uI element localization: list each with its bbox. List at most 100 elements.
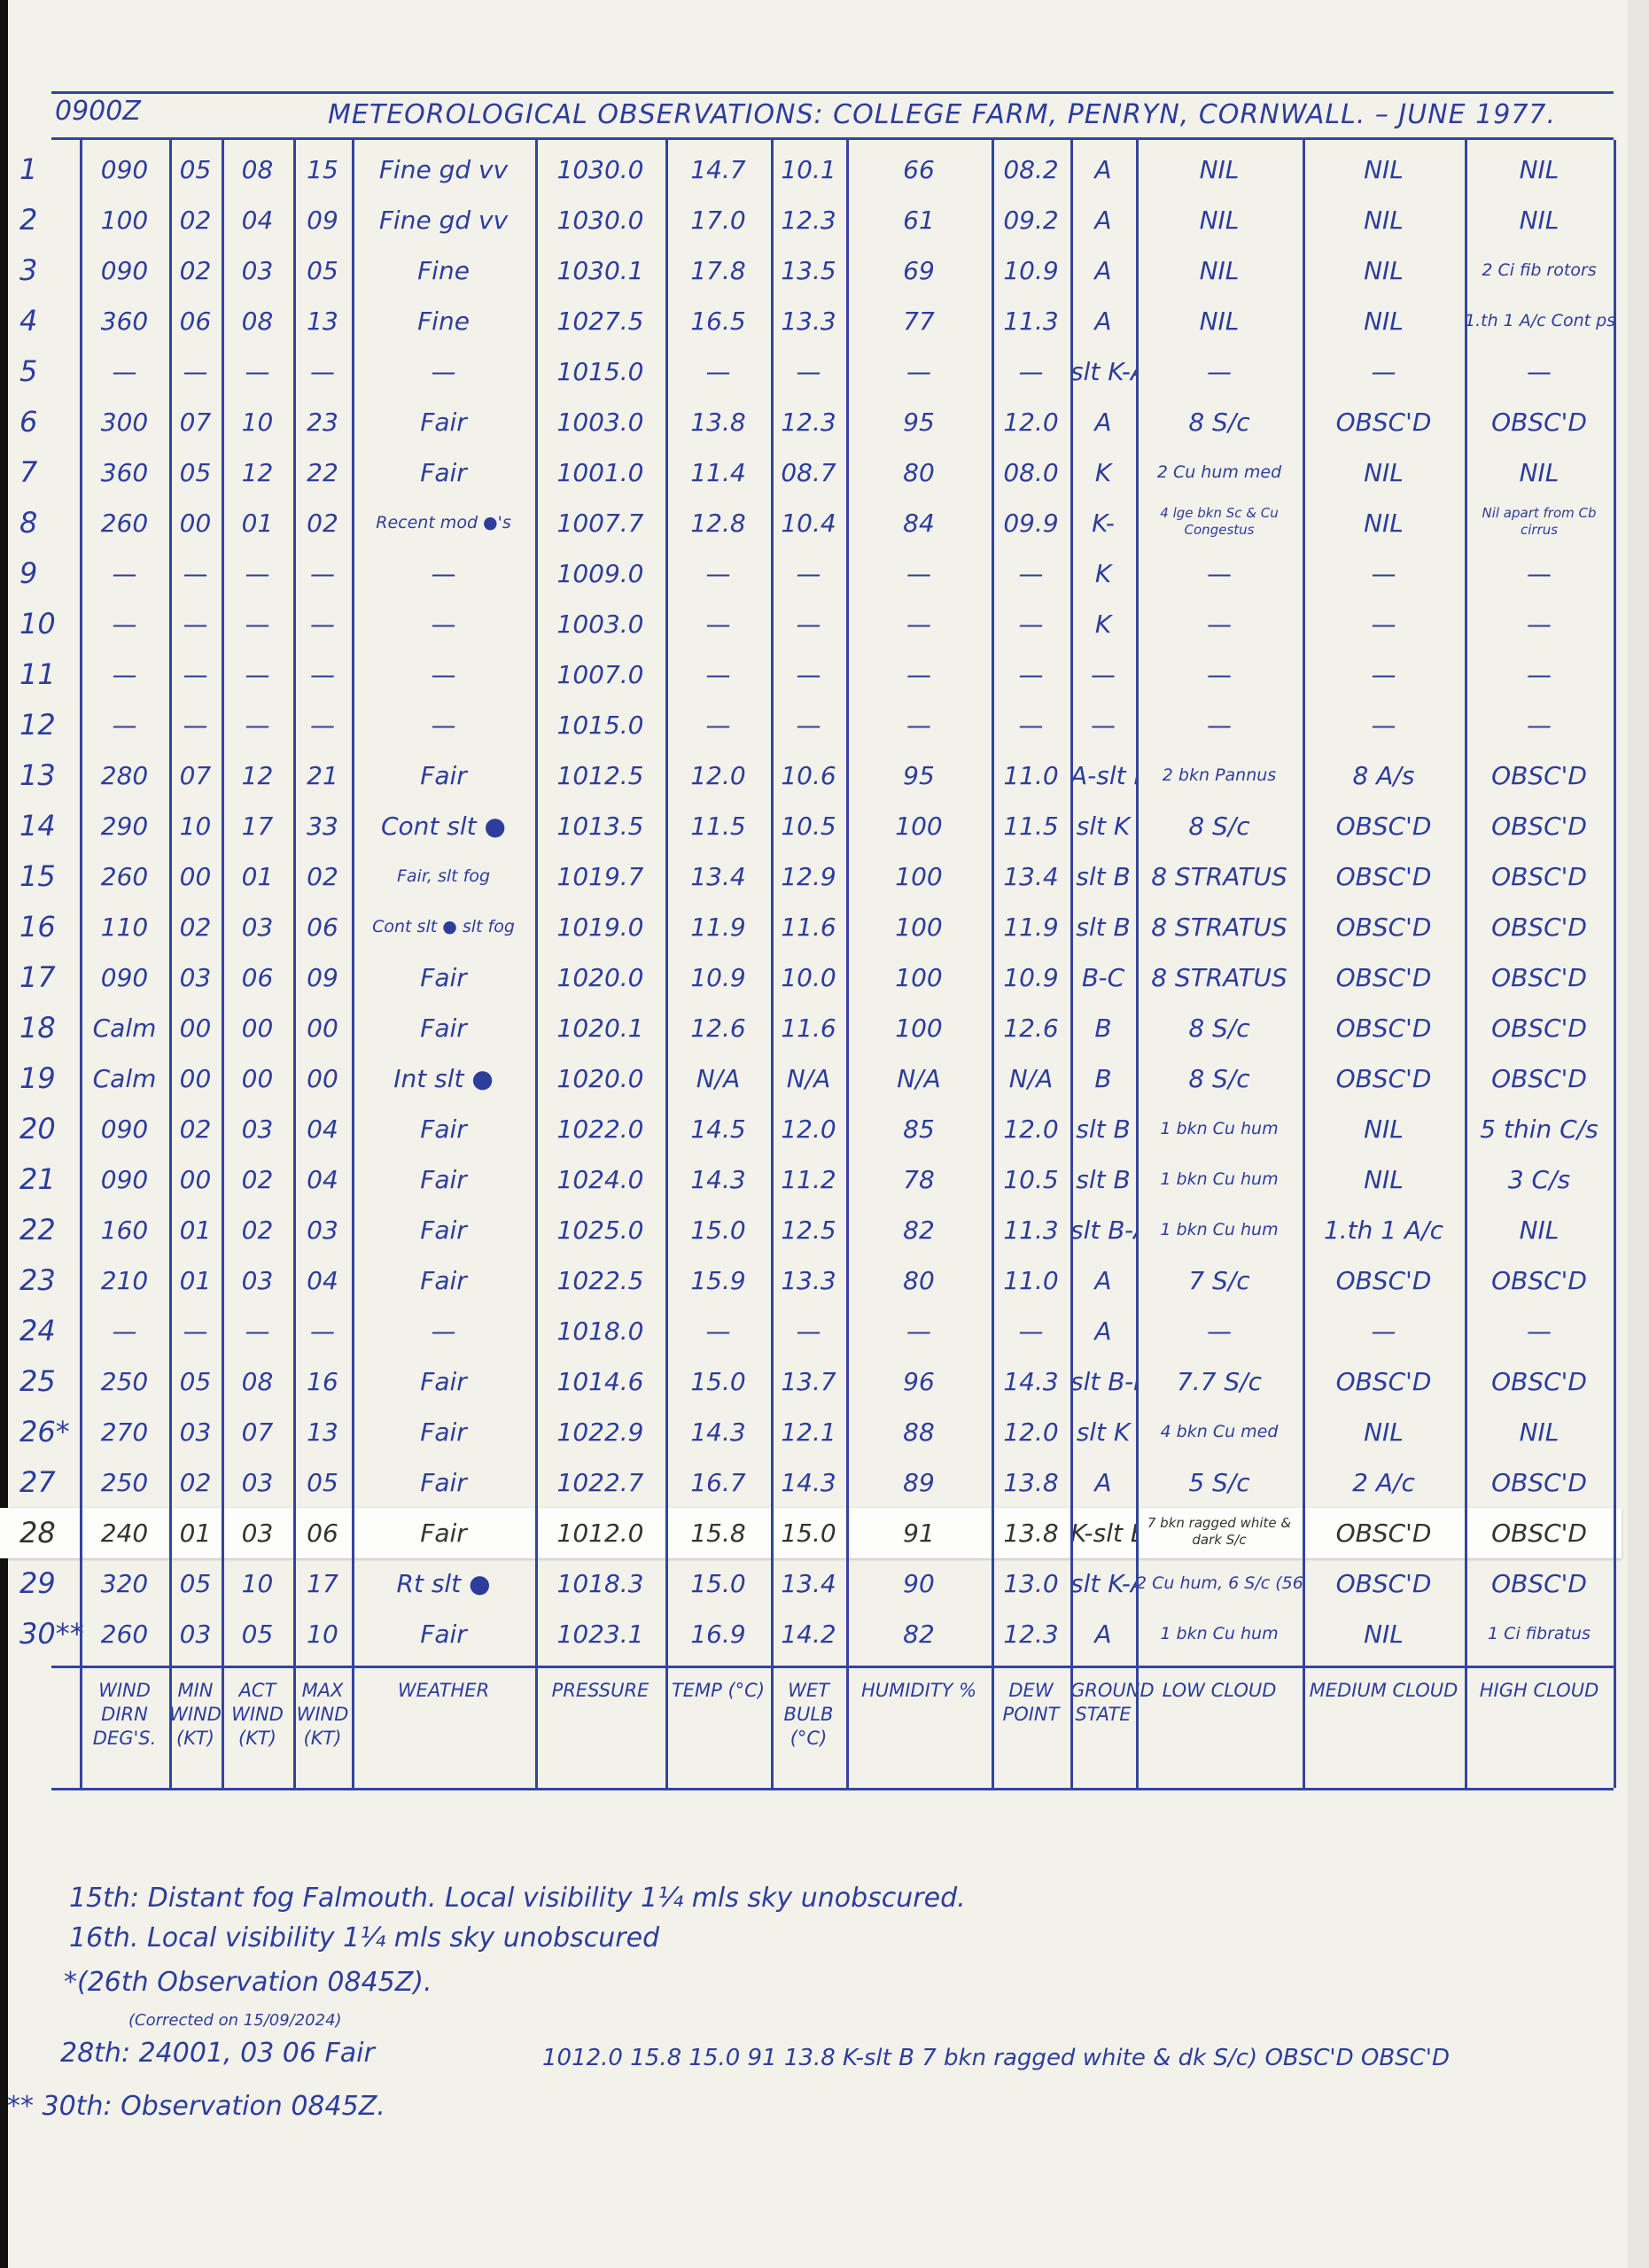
max-wind-cell: 06 (307, 1518, 338, 1548)
high-cloud-cell: OBSC'D (1491, 862, 1587, 891)
header-weather: WEATHER (397, 1680, 490, 1701)
ground-state-cell: K-slt B (1070, 1518, 1136, 1548)
temp-cell: 11.9 (690, 913, 746, 942)
dew-point-cell: 13.0 (1003, 1569, 1059, 1598)
low-cloud-cell: 8 S/c (1188, 408, 1250, 437)
header-max-wind: MAX WIND (KT) (296, 1680, 349, 1749)
act-wind-cell: 12 (241, 761, 274, 790)
wet-bulb-cell: 14.2 (781, 1619, 836, 1649)
ground-state-cell: K (1094, 458, 1112, 487)
dew-point-cell: 12.0 (1003, 408, 1059, 437)
min-wind-cell: — (183, 1317, 208, 1346)
wind-direction-cell: 320 (100, 1569, 149, 1598)
wind-direction-cell: 360 (100, 307, 149, 336)
top-rule (51, 91, 1614, 94)
act-wind-cell: 01 (241, 509, 274, 538)
ground-state-cell: B (1094, 1064, 1112, 1093)
wind-direction-cell: — (112, 610, 137, 639)
humidity-cell: — (906, 559, 931, 588)
weather-cell: Fine gd vv (378, 155, 509, 184)
wet-bulb-cell: 11.6 (781, 913, 836, 942)
high-cloud-cell: OBSC'D (1491, 913, 1587, 942)
paper-edge (1628, 0, 1649, 2268)
dew-point-cell: 08.2 (1003, 155, 1059, 184)
act-wind-cell: 06 (241, 963, 274, 992)
ground-state-cell: A (1094, 1266, 1112, 1295)
day-cell: 26* (19, 1415, 70, 1449)
day-cell: 30** (19, 1617, 84, 1651)
table-row: 2 100 02 04 09 Fine gd vv 1030.0 17.0 12.3 61 09.2… (0, 195, 1622, 245)
table-row: 28 240 01 03 06 Fair 1012.0 15.8 15.0 91 13.8 K-slt… (0, 1508, 1622, 1558)
min-wind-cell: 10 (179, 812, 212, 841)
humidity-cell: — (906, 1317, 931, 1346)
ground-state-cell: B (1094, 1014, 1112, 1043)
table-row: 5 — — — — — 1015.0 — — — — slt K-A — — — (0, 346, 1622, 397)
min-wind-cell: 03 (179, 1619, 212, 1649)
humidity-cell: — (906, 711, 931, 740)
min-wind-cell: 05 (179, 1367, 212, 1396)
high-cloud-cell: Nil apart from Cb cirrus (1482, 505, 1597, 538)
act-wind-cell: — (245, 660, 270, 689)
medium-cloud-cell: OBSC'D (1335, 1266, 1432, 1295)
wind-direction-cell: Calm (92, 1064, 157, 1093)
humidity-cell: 78 (903, 1165, 935, 1194)
min-wind-cell: 01 (179, 1216, 212, 1245)
high-cloud-cell: 1 Ci fibratus (1488, 1624, 1591, 1643)
high-cloud-cell: NIL (1519, 155, 1560, 184)
day-cell: 21 (19, 1162, 56, 1196)
wet-bulb-cell: 12.3 (781, 408, 836, 437)
day-cell: 23 (19, 1263, 56, 1297)
wet-bulb-cell: 13.4 (781, 1569, 836, 1598)
dew-point-cell: — (1018, 357, 1044, 386)
medium-cloud-cell: — (1371, 559, 1396, 588)
high-cloud-cell: NIL (1519, 1216, 1560, 1245)
low-cloud-cell: 7 bkn ragged white & dark S/c (1147, 1515, 1292, 1548)
humidity-cell: 100 (895, 913, 943, 942)
weather-cell: Fair (420, 1266, 467, 1295)
dew-point-cell: — (1018, 1317, 1044, 1346)
table-row: 27 250 02 03 05 Fair 1022.7 16.7 14.3 89 13.8 A 5 S/… (0, 1457, 1622, 1508)
act-wind-cell: 10 (241, 1569, 274, 1598)
temp-cell: 14.7 (690, 155, 746, 184)
high-cloud-cell: — (1527, 610, 1552, 639)
temp-cell: 11.5 (690, 812, 746, 841)
high-cloud-cell: OBSC'D (1491, 408, 1587, 437)
pressure-cell: 1014.6 (556, 1367, 644, 1396)
humidity-cell: 80 (903, 458, 935, 487)
low-cloud-cell: 1 bkn Cu hum (1160, 1624, 1279, 1643)
humidity-cell: 69 (903, 256, 935, 285)
act-wind-cell: 08 (241, 155, 274, 184)
high-cloud-cell: NIL (1519, 206, 1560, 235)
table-row: 3 090 02 03 05 Fine 1030.1 17.8 13.5 69 10.9 A NIL NI… (0, 245, 1622, 296)
pressure-cell: 1022.0 (556, 1115, 644, 1144)
pressure-cell: 1030.0 (556, 155, 644, 184)
wet-bulb-cell: 10.4 (781, 509, 836, 538)
low-cloud-cell: 8 S/c (1188, 1064, 1250, 1093)
pressure-cell: 1015.0 (556, 711, 644, 740)
day-cell: 24 (19, 1314, 56, 1348)
high-cloud-cell: NIL (1519, 1418, 1560, 1447)
ground-state-cell: slt B (1076, 1115, 1131, 1144)
dew-point-cell: — (1018, 711, 1044, 740)
medium-cloud-cell: OBSC'D (1335, 408, 1432, 437)
header-wind-direction: WIND DIRN DEG'S. (92, 1680, 157, 1749)
high-cloud-cell: OBSC'D (1491, 1266, 1587, 1295)
max-wind-cell: 21 (307, 761, 338, 790)
day-cell: 25 (19, 1364, 56, 1398)
dew-point-cell: 13.4 (1003, 862, 1059, 891)
day-cell: 16 (19, 910, 56, 944)
ground-state-cell: K (1094, 610, 1112, 639)
weather-cell: Recent mod ●'s (376, 513, 511, 532)
wet-bulb-cell: 15.0 (781, 1518, 836, 1548)
temp-cell: 15.0 (690, 1367, 746, 1396)
dew-point-cell: 11.0 (1003, 1266, 1059, 1295)
medium-cloud-cell: 1.th 1 A/c (1323, 1216, 1444, 1245)
wind-direction-cell: 260 (100, 862, 149, 891)
scan-edge (0, 0, 8, 2268)
wind-direction-cell: 290 (100, 812, 149, 841)
pressure-cell: 1030.0 (556, 206, 644, 235)
weather-cell: — (431, 1317, 456, 1346)
temp-cell: 16.5 (690, 307, 746, 336)
dew-point-cell: 14.3 (1003, 1367, 1059, 1396)
medium-cloud-cell: OBSC'D (1335, 812, 1432, 841)
